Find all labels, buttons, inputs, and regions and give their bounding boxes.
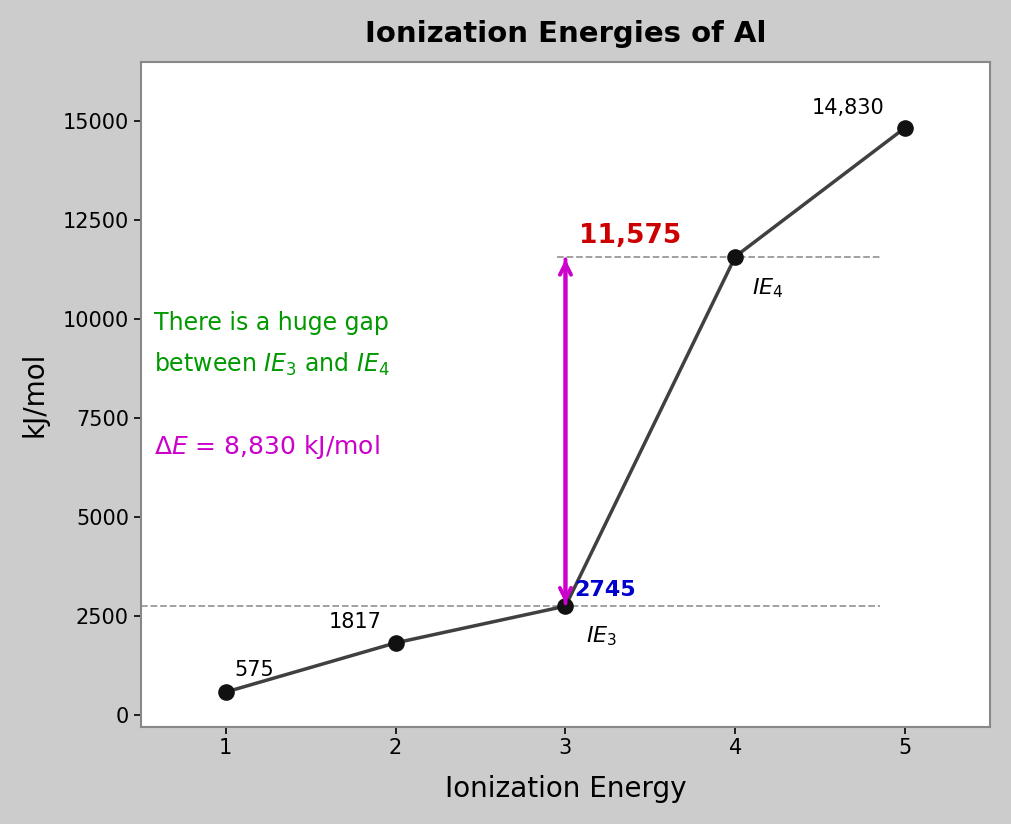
Text: between $\mathit{IE}_3$ and $\mathit{IE}_4$: between $\mathit{IE}_3$ and $\mathit{IE}… — [155, 351, 390, 378]
Text: 1817: 1817 — [330, 611, 382, 632]
Text: $\mathit{IE}_3$: $\mathit{IE}_3$ — [585, 624, 617, 648]
Text: 2745: 2745 — [574, 580, 636, 600]
Text: $\mathit{IE}_4$: $\mathit{IE}_4$ — [752, 276, 784, 300]
Text: $\Delta\mathit{E}$ = 8,830 kJ/mol: $\Delta\mathit{E}$ = 8,830 kJ/mol — [155, 433, 380, 461]
Text: 11,575: 11,575 — [579, 222, 681, 249]
Text: There is a huge gap: There is a huge gap — [155, 311, 389, 335]
Point — [217, 686, 234, 699]
Text: Ionization Energies of Al: Ionization Energies of Al — [365, 21, 766, 49]
Point — [727, 250, 743, 263]
Point — [557, 600, 573, 613]
Y-axis label: kJ/mol: kJ/mol — [21, 351, 49, 437]
Text: 14,830: 14,830 — [812, 98, 885, 118]
Point — [387, 636, 403, 649]
X-axis label: Ionization Energy: Ionization Energy — [445, 775, 686, 803]
Text: 575: 575 — [235, 660, 274, 680]
Point — [897, 121, 913, 134]
